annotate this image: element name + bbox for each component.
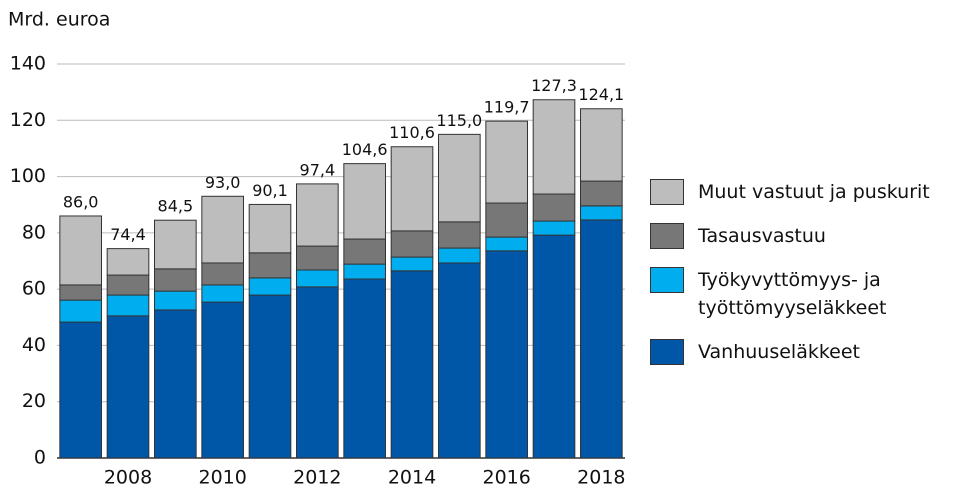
total-label: 97,4 [300,160,336,179]
bar-segment [580,108,623,182]
bar-segment [485,202,528,238]
y-tick-label: 60 [22,278,46,300]
legend-label: Tasausvastuu [698,225,826,247]
bar-segment [154,268,197,292]
x-tick-label: 2016 [482,467,530,488]
bar-segment [201,284,244,303]
total-label: 93,0 [205,173,241,192]
bar-segment [390,270,434,459]
legend-item: Työkyvyttömyys- ja työttömyyseläkkeet [650,266,960,322]
bar-segment [59,299,102,323]
bar-segment [296,183,339,247]
bar-segment [106,294,150,317]
bar-segment [154,309,197,459]
bar-segment [296,245,339,271]
legend-swatch [650,223,684,249]
bar-segment [201,301,244,459]
y-tick-label: 20 [22,390,46,412]
bar-segment [343,238,386,265]
bar-segment [248,294,292,459]
bar-segment [343,163,386,240]
y-tick-label: 100 [10,165,46,187]
bar-segment [59,215,102,286]
bar-segment [438,247,481,264]
total-label: 74,4 [110,225,146,244]
total-label: 115,0 [436,111,482,130]
legend: Muut vastuut ja puskurit Tasausvastuu Työk… [650,178,960,382]
y-tick-label: 0 [34,447,46,469]
bar-segment [438,221,481,249]
bar-segment [201,195,244,264]
legend-swatch [650,339,684,365]
legend-swatch [650,179,684,205]
y-tick-label: 120 [10,109,46,131]
x-tick-label: 2008 [104,467,152,488]
total-label: 119,7 [484,98,530,117]
bar-segment [343,263,386,280]
bar-segment [154,290,197,311]
legend-label: Muut vastuut ja puskurit [698,181,930,203]
bar-segment [580,180,623,207]
y-tick-label: 80 [22,221,46,243]
x-tick-label: 2012 [293,467,341,488]
bar-segment [532,234,576,459]
bar-segment [106,248,150,276]
bar-segment [438,262,481,459]
bar-segment [343,278,386,459]
bar-segment [485,120,528,204]
total-label: 124,1 [578,85,624,104]
bar-segment [201,262,244,286]
legend-item: Tasausvastuu [650,222,960,250]
bar-segment [390,230,434,258]
legend-label: Vanhuuseläkkeet [698,341,861,363]
bar-segment [532,220,576,236]
bar-segment [296,286,339,459]
x-tick-label: 2010 [198,467,246,488]
bar-segment [106,274,150,296]
bar-segment [485,236,528,252]
bar-segment [248,252,292,279]
total-label: 104,6 [342,140,388,159]
bar-segment [248,277,292,296]
bar-segment [532,193,576,222]
total-label: 86,0 [63,192,99,211]
legend-label: Työkyvyttömyys- ja työttömyyseläkkeet [698,269,887,319]
bar-segment [438,133,481,223]
y-axis-title: Mrd. euroa [8,9,110,31]
legend-swatch [650,267,684,293]
bar-segment [390,146,434,232]
bar-segment [59,284,102,301]
y-tick-label: 140 [10,53,46,75]
legend-item: Muut vastuut ja puskurit [650,178,960,206]
bar-segment [154,219,197,270]
bar-segment [580,219,623,459]
bar-segment [296,269,339,288]
bar-segment [106,315,150,459]
legend-item: Vanhuuseläkkeet [650,338,960,366]
bar-segment [248,203,292,254]
total-label: 90,1 [252,181,288,200]
x-tick-label: 2014 [388,467,436,488]
bar-segment [580,205,623,221]
total-label: 84,5 [158,197,194,216]
x-tick-label: 2018 [577,467,625,488]
bar-segment [485,250,528,459]
total-label: 110,6 [389,123,435,142]
total-label: 127,3 [531,76,577,95]
bar-segment [59,321,102,459]
bar-segment [390,256,434,272]
y-tick-label: 40 [22,334,46,356]
bar-segment [532,99,576,195]
